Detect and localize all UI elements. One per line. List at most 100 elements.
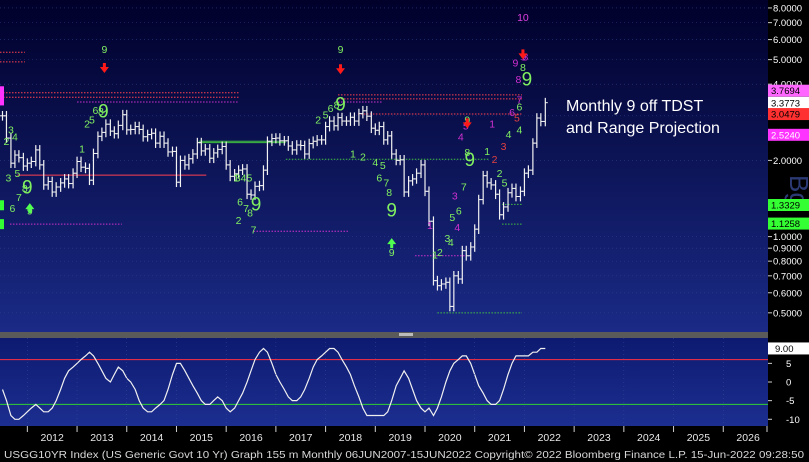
time-tick-label: 2023 [587, 432, 611, 444]
td-count-label: 8 [98, 106, 104, 118]
td-count-label: 9 [522, 70, 533, 91]
price-tick-label: 0.9000 [773, 244, 802, 255]
price-badge [768, 199, 809, 212]
oscillator-tick-label: 5 [786, 359, 791, 370]
td-count-label: 4 [458, 131, 464, 143]
oscillator-line [1, 347, 546, 420]
td-count-label: 5 [323, 109, 329, 121]
sell-arrow-icon [336, 64, 346, 75]
td-count-label: 6 [517, 101, 523, 113]
time-tick-label: 2017 [289, 432, 313, 444]
td-count-label: 1 [233, 173, 239, 185]
oscillator-value-label: 9.00 [775, 344, 794, 355]
td-count-label: 2 [315, 114, 321, 126]
time-tick-label: 2020 [438, 432, 462, 444]
left-edge-tag [0, 86, 4, 97]
td-count-label: 1 [79, 143, 85, 155]
sell-arrow-icon [99, 63, 109, 74]
td-count-label: 7 [517, 95, 523, 107]
td-count-label: 2 [497, 168, 503, 180]
td-count-label: 7 [461, 182, 467, 194]
td-count-label: 1 [489, 118, 495, 130]
td-count-label: 5 [449, 212, 455, 224]
td-count-label: 345 [235, 173, 253, 185]
price-badge [768, 217, 809, 230]
oscillator-tick-label: 0 [786, 378, 791, 389]
td-count-label: 2 [492, 154, 498, 166]
time-tick-label: 2021 [488, 432, 512, 444]
time-tick-label: 2016 [239, 432, 263, 444]
td-count-label: 1 [484, 146, 490, 158]
time-tick-label: 2019 [388, 432, 412, 444]
price-tick-label: 1.0000 [773, 232, 802, 243]
time-tick-label: 2024 [637, 432, 661, 444]
time-tick-label: 2018 [339, 432, 363, 444]
td-count-label: 8 [516, 74, 522, 86]
price-tick-label: 6.0000 [773, 35, 802, 46]
td-count-label: 9 [251, 194, 262, 215]
price-badge [768, 96, 809, 109]
buy-arrow-icon [387, 238, 397, 249]
td-count-label: 4 [12, 131, 18, 143]
time-tick-label: 2022 [538, 432, 562, 444]
td-count-label: 5 [502, 177, 508, 189]
time-tick-label: 2026 [736, 432, 760, 444]
separator-grip[interactable] [399, 333, 413, 336]
oscillator-tick-label: -5 [786, 396, 794, 407]
td-count-label: 6 [237, 196, 243, 208]
price-badge-label: 3.0479 [771, 110, 800, 121]
td-count-label: 9 [335, 94, 346, 115]
price-grid [0, 7, 768, 314]
td-count-label: 6 [376, 173, 382, 185]
td-count-label: 5 [514, 112, 520, 124]
td-count-label: 7 [16, 192, 22, 204]
td-counts: 2343567899125689913456278972568991245678… [4, 12, 533, 261]
tdst-levels [0, 51, 522, 314]
footer-info: USGG10YR Index (US Generic Govt 10 Yr) G… [4, 449, 804, 461]
price-tick-label: 5.0000 [773, 55, 802, 66]
td-count-label: 4 [454, 222, 460, 234]
td-count-label: 9 [338, 44, 344, 56]
left-edge-tag [0, 200, 4, 211]
td-count-label: 3 [6, 173, 12, 185]
td-count-label: 4 [506, 129, 512, 141]
price-badge-label: 3.3773 [771, 98, 800, 109]
price-tick-label: 8.0000 [773, 3, 802, 14]
left-edge-tags [0, 86, 4, 230]
td-count-label: 3 [8, 125, 14, 137]
left-edge-tag [0, 95, 4, 106]
panel-separator[interactable] [0, 332, 768, 338]
td-count-label: 8 [522, 52, 528, 64]
ohlc-bars [0, 97, 548, 312]
td-count-label: 2 [360, 151, 366, 163]
td-count-label: 2 [84, 118, 90, 130]
td-count-label: 3 [444, 233, 450, 245]
td-count-label: 6 [10, 203, 16, 215]
time-tick-label: 2013 [90, 432, 114, 444]
price-tick-label: 7.0000 [773, 18, 802, 29]
td-count-label: 9 [101, 44, 107, 56]
price-tick-label: 2.0000 [773, 156, 802, 167]
td-count-label: 2 [437, 247, 443, 259]
price-badge [768, 108, 809, 121]
td-count-label: 4 [517, 125, 523, 137]
td-count-label: 7 [251, 224, 257, 236]
annotation-line-1: Monthly 9 off TDST [566, 98, 703, 115]
chart-annotation: Monthly 9 off TDST and Range Projection [566, 98, 720, 137]
time-tick-label: 2014 [140, 432, 164, 444]
td-count-label: 3 [452, 191, 458, 203]
price-tick-label: 0.5000 [773, 308, 802, 319]
td-count-label: 1 [427, 220, 433, 232]
td-count-label: 6 [509, 107, 515, 119]
left-edge-tag [0, 219, 4, 230]
td-count-label: 8 [334, 100, 340, 112]
td-count-label: 9 [386, 201, 397, 222]
price-badge-label: 1.1258 [771, 219, 800, 230]
td-count-label: 6 [93, 105, 99, 117]
td-count-label: 9 [22, 177, 33, 198]
td-count-label: 8 [386, 187, 392, 199]
price-badge-label: 1.3329 [771, 201, 800, 212]
td-count-label: 8 [22, 183, 28, 195]
td-count-label: 2 [236, 215, 242, 227]
